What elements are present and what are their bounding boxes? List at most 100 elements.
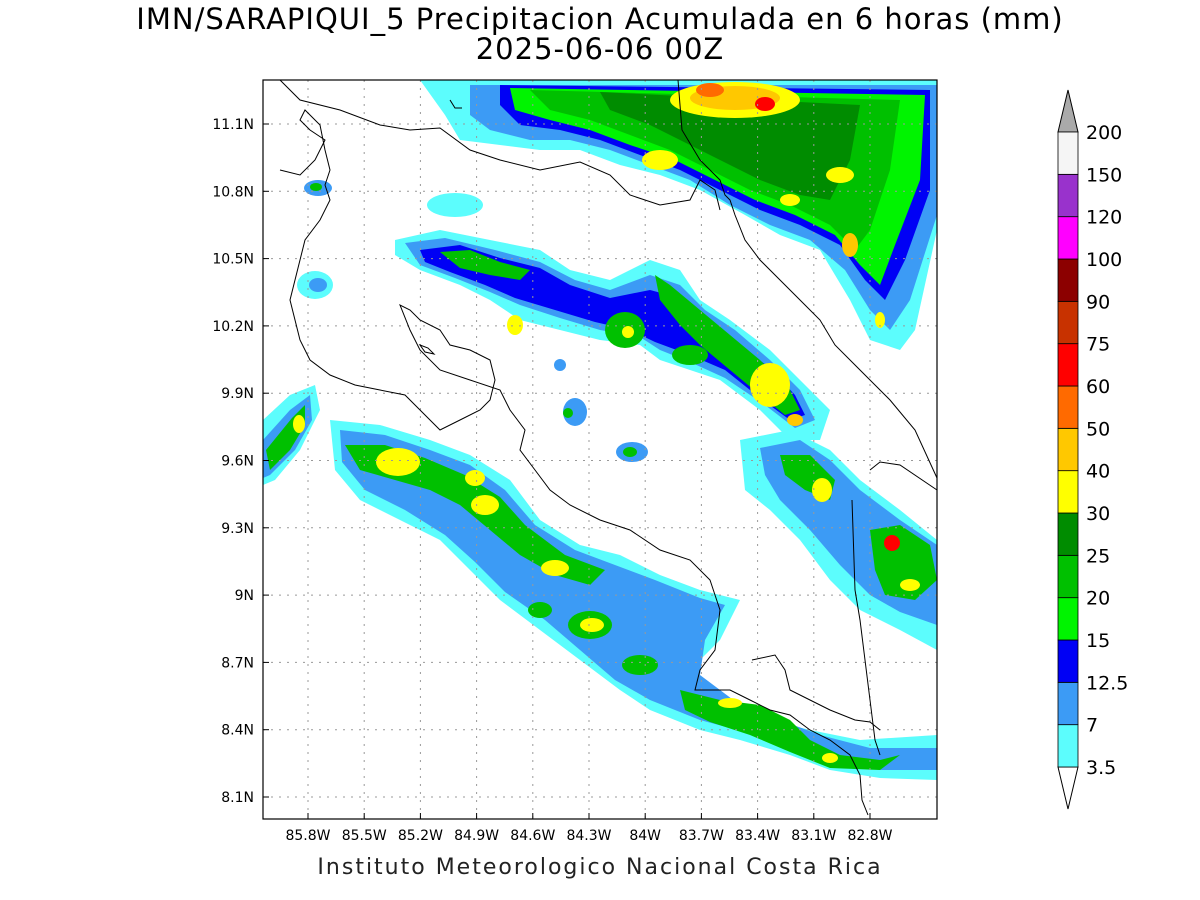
colorbar-level-label: 25	[1086, 545, 1110, 567]
lat-tick-label: 11.1N	[212, 117, 254, 133]
chart-title: IMN/SARAPIQUI_5 Precipitacion Acumulada …	[136, 2, 1064, 36]
precip-spot-central-a	[507, 315, 523, 335]
colorbar-high-arrow	[1057, 89, 1079, 133]
precip-spot-pac-c	[465, 470, 485, 486]
precip-core-west	[293, 415, 305, 433]
precip-region-pac-green	[345, 445, 605, 585]
osa-peninsula	[751, 654, 881, 731]
plot-frame	[262, 79, 938, 820]
colorbar-swatch	[1057, 597, 1079, 641]
lat-tick-label: 9.6N	[221, 454, 254, 470]
colorbar-swatch	[1057, 554, 1079, 599]
lat-tick-label: 10.2N	[212, 319, 254, 335]
map-grid	[263, 80, 937, 819]
lat-tick-label: 9N	[235, 588, 254, 604]
precip-core-north-h	[780, 194, 800, 206]
lon-tick-label: 82.8W	[847, 828, 892, 844]
precip-core-north-d	[755, 97, 775, 111]
lat-tick-label: 8.7N	[221, 655, 254, 671]
colorbar-swatch	[1057, 173, 1079, 218]
colorbar-swatch	[1057, 131, 1079, 175]
coastlines-borders	[279, 79, 938, 816]
colorbar-swatch	[1057, 385, 1079, 429]
footer-credit: Instituto Meteorologico Nacional Costa R…	[317, 855, 883, 880]
precip-core-north-e	[642, 150, 678, 170]
precip-spot-pac-j	[528, 602, 552, 618]
colorbar-swatch	[1057, 300, 1079, 345]
colorbar-level-label: 3.5	[1086, 757, 1116, 779]
precip-spot-nw-e	[427, 193, 483, 217]
precip-spot-central-d	[672, 345, 708, 365]
colorbar-level-label: 60	[1086, 376, 1110, 398]
precip-spot-central-c	[622, 326, 634, 338]
colorbar: 3.5 7 12.5 15 20 25 30 40 50 60 75 90 100 120 150 200	[1057, 89, 1128, 810]
colorbar-level-label: 12.5	[1086, 672, 1128, 694]
lon-tick-label: 83.1W	[791, 828, 836, 844]
nicoya-islands	[418, 343, 436, 355]
lat-tick-label: 8.1N	[221, 790, 254, 806]
precip-core-north-i	[875, 312, 885, 328]
lon-tick-label: 83.7W	[679, 828, 724, 844]
lat-tick-label: 9.3N	[221, 521, 254, 537]
lat-tick-label: 9.9N	[221, 386, 254, 402]
precip-spot-nw-d	[309, 278, 327, 292]
precip-spot-pac-g	[622, 655, 658, 675]
precipitation-field	[263, 80, 937, 780]
lon-tick-label: 83.4W	[735, 828, 780, 844]
lon-tick-label: 84.9W	[454, 828, 499, 844]
precip-spot-central-f	[787, 414, 803, 426]
precip-spot-se-c	[900, 579, 920, 591]
colorbar-level-label: 30	[1086, 503, 1110, 525]
precip-core-north-c	[696, 83, 724, 97]
colorbar-level-label: 40	[1086, 461, 1110, 483]
colorbar-level-label: 200	[1086, 122, 1122, 144]
precip-spot-pac-d	[541, 560, 569, 576]
lon-tick-label: 84.6W	[510, 828, 555, 844]
colorbar-swatch	[1057, 427, 1079, 472]
precip-spot-central-e	[750, 363, 790, 407]
colorbar-swatch	[1057, 639, 1079, 683]
colorbar-level-label: 75	[1086, 334, 1110, 356]
precip-spot-pac-i	[822, 753, 838, 763]
chart-subtitle-date: 2025-06-06 00Z	[475, 32, 725, 66]
precip-spot-pac-f	[580, 618, 604, 632]
colorbar-low-arrow	[1057, 766, 1079, 810]
colorbar-swatch	[1057, 724, 1079, 768]
precip-spot-central-g	[563, 398, 587, 426]
precip-core-north-g	[842, 233, 858, 257]
colorbar-swatch	[1057, 343, 1079, 387]
precip-region-central-green	[440, 250, 530, 280]
precip-spot-pac-a	[376, 448, 420, 476]
colorbar-level-label: 20	[1086, 588, 1110, 610]
precip-spot-se-b	[884, 535, 900, 551]
lon-tick-label: 85.8W	[285, 828, 330, 844]
caribbean-coast-se	[869, 461, 938, 491]
precip-core-north-f	[826, 167, 854, 183]
precip-region-central-dark	[420, 245, 805, 420]
colorbar-level-label: 7	[1086, 715, 1098, 737]
colorbar-level-label: 15	[1086, 630, 1110, 652]
colorbar-level-label: 90	[1086, 291, 1110, 313]
colorbar-level-label: 50	[1086, 418, 1110, 440]
colorbar-level-label: 100	[1086, 249, 1122, 271]
lon-tick-label: 85.2W	[398, 828, 443, 844]
longitude-axis: 85.8W 85.5W 85.2W 84.9W 84.6W 84.3W 84W 83.7W 83…	[285, 813, 893, 844]
lon-tick-label: 84.3W	[566, 828, 611, 844]
lon-tick-label: 85.5W	[342, 828, 387, 844]
colorbar-swatch	[1057, 681, 1079, 726]
lat-tick-label: 10.8N	[212, 184, 254, 200]
precip-region-pac-green2	[680, 690, 900, 770]
precip-spot-se-a	[812, 478, 832, 502]
precip-spot-pac-b	[471, 495, 499, 515]
panama-border	[851, 499, 881, 756]
colorbar-level-label: 120	[1086, 207, 1122, 229]
nicaragua-lake-shore	[449, 99, 462, 109]
precip-spot-nw-b	[310, 183, 322, 191]
precip-spot-central-k	[554, 359, 566, 371]
precip-spot-central-j	[623, 447, 637, 457]
lat-tick-label: 8.4N	[221, 723, 254, 739]
precip-spot-pac-h	[718, 698, 742, 708]
pacific-coast	[279, 109, 869, 816]
colorbar-level-label: 150	[1086, 164, 1122, 186]
